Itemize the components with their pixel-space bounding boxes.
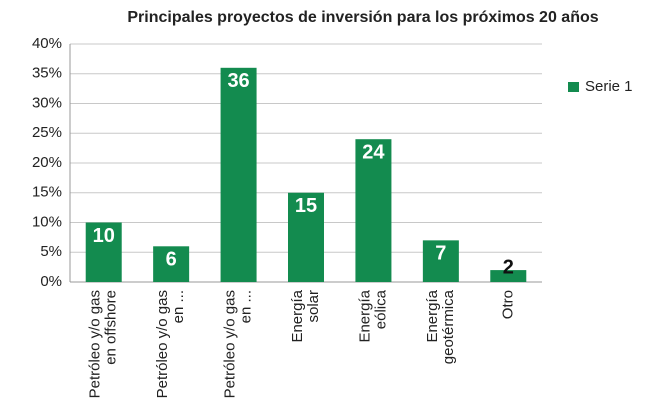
x-tick-label: Energía bbox=[424, 289, 441, 342]
x-tick-label: Otro bbox=[499, 290, 516, 319]
x-tick-label: geotérmica bbox=[440, 289, 457, 364]
y-tick-label: 10% bbox=[32, 213, 62, 230]
data-label: 6 bbox=[166, 249, 177, 271]
y-tick-label: 20% bbox=[32, 154, 62, 171]
y-tick-label: 5% bbox=[40, 243, 62, 260]
y-tick-label: 30% bbox=[32, 94, 62, 111]
y-tick-label: 35% bbox=[32, 65, 62, 82]
data-label: 7 bbox=[435, 243, 446, 265]
legend-swatch bbox=[568, 82, 579, 92]
chart-title: Principales proyectos de inversión para … bbox=[127, 9, 598, 26]
y-tick-label: 40% bbox=[32, 35, 62, 52]
data-label: 24 bbox=[362, 141, 385, 163]
y-tick-label: 0% bbox=[40, 273, 62, 290]
bar bbox=[422, 240, 459, 282]
data-label: 10 bbox=[93, 225, 115, 247]
x-tick-label: Petróleo y/o gas bbox=[154, 290, 171, 398]
x-tick-label: eólica bbox=[372, 289, 389, 329]
bar bbox=[355, 139, 392, 282]
x-tick-label: en ... bbox=[170, 290, 187, 323]
y-tick-label: 25% bbox=[32, 124, 62, 141]
data-label: 15 bbox=[295, 195, 317, 217]
x-tick-label: Energía bbox=[289, 289, 306, 342]
legend-label: Serie 1 bbox=[585, 78, 633, 95]
bar bbox=[85, 222, 122, 282]
y-tick-label: 15% bbox=[32, 184, 62, 201]
bar bbox=[220, 67, 257, 282]
x-tick-label: solar bbox=[305, 290, 322, 323]
bar bbox=[490, 270, 527, 282]
x-tick-label: en offshore bbox=[103, 290, 120, 365]
bar bbox=[153, 246, 190, 282]
data-label: 2 bbox=[503, 256, 514, 278]
x-tick-label: Petróleo y/o gas bbox=[222, 290, 239, 398]
data-label: 36 bbox=[227, 70, 249, 92]
bar bbox=[288, 192, 324, 282]
x-tick-label: Petróleo y/o gas bbox=[87, 290, 104, 398]
x-tick-label: Energía bbox=[356, 289, 373, 342]
x-tick-label: en ... bbox=[238, 290, 255, 323]
